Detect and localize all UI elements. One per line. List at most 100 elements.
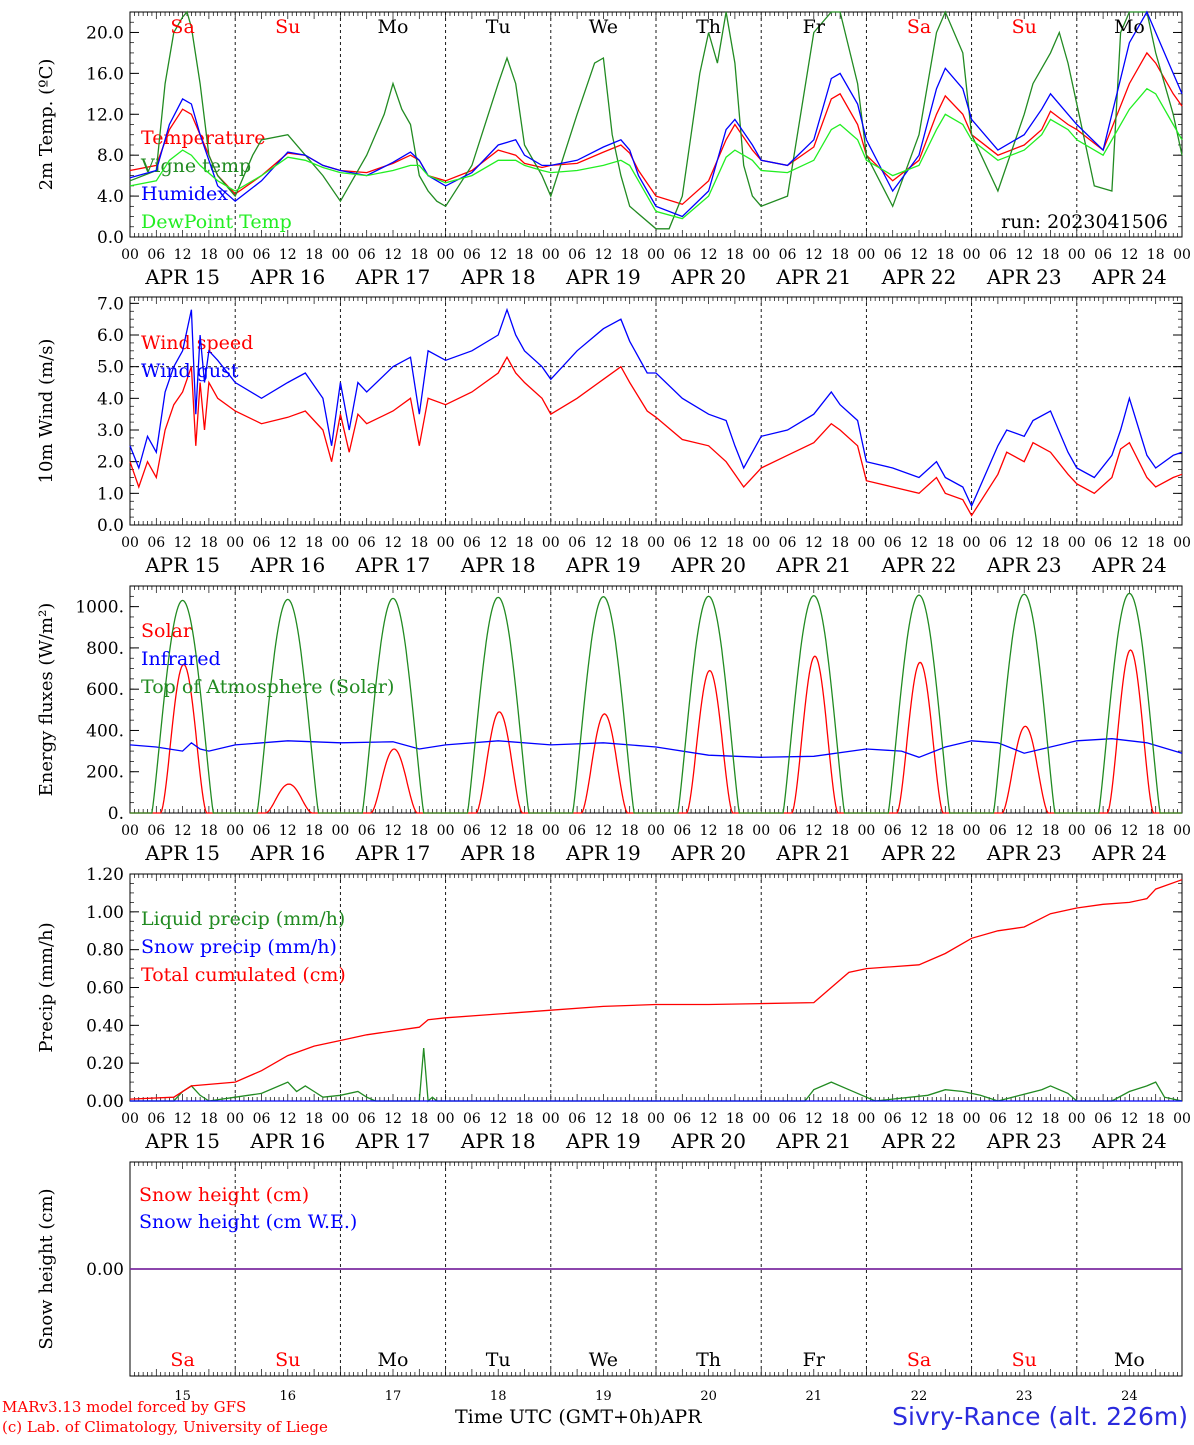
date-label: APR 18 (460, 265, 536, 289)
hour-tick-label: 06 (253, 247, 271, 263)
hour-tick-label: 00 (542, 247, 560, 263)
hour-tick-label: 12 (1015, 247, 1033, 263)
y-tick-label: 6.0 (97, 326, 124, 346)
hour-tick-label: 06 (358, 247, 376, 263)
hour-tick-label: 18 (410, 247, 428, 263)
hour-tick-label: 18 (621, 823, 639, 839)
y-tick-label: 0.80 (86, 941, 124, 961)
hour-tick-label: 12 (279, 247, 297, 263)
hour-tick-label: 06 (147, 247, 165, 263)
hour-tick-label: 06 (253, 535, 271, 551)
hour-tick-label: 00 (226, 1111, 244, 1127)
hour-tick-label: 12 (279, 535, 297, 551)
hour-tick-label: 00 (647, 1111, 665, 1127)
hour-tick-label: 12 (910, 823, 928, 839)
hour-tick-label: 00 (857, 247, 875, 263)
date-label: APR 17 (355, 1129, 431, 1153)
hour-tick-label: 18 (1042, 535, 1060, 551)
hour-tick-label: 00 (437, 1111, 455, 1127)
legend-temperature: Temperature (141, 127, 265, 149)
hour-tick-label: 18 (831, 823, 849, 839)
y-tick-label: 1.0 (97, 484, 124, 504)
hour-tick-label: 18 (936, 823, 954, 839)
hour-tick-label: 12 (384, 247, 402, 263)
weekday-label-bottom: Th (696, 1349, 721, 1371)
hour-tick-label: 06 (463, 1111, 481, 1127)
hour-tick-label: 06 (358, 823, 376, 839)
y-tick-label: 5.0 (97, 358, 124, 378)
date-label: APR 24 (1091, 553, 1167, 577)
weekday-label-bottom: Su (1012, 1349, 1037, 1371)
hour-tick-label: 00 (1068, 823, 1086, 839)
hour-tick-label: 12 (700, 823, 718, 839)
hour-tick-label: 06 (989, 247, 1007, 263)
date-label: APR 24 (1091, 265, 1167, 289)
hour-tick-label: 18 (726, 1111, 744, 1127)
hour-tick-label: 18 (831, 247, 849, 263)
date-label: APR 15 (144, 1129, 220, 1153)
date-label: APR 22 (881, 553, 957, 577)
day-number-label: 22 (911, 1389, 928, 1404)
date-label: APR 20 (670, 265, 746, 289)
date-label: APR 15 (144, 553, 220, 577)
hour-tick-label: 12 (174, 823, 192, 839)
hour-tick-label: 18 (1147, 247, 1165, 263)
hour-tick-label: 18 (516, 535, 534, 551)
run-label: run: 2023041506 (1001, 211, 1168, 233)
weekday-label-bottom: Su (275, 1349, 300, 1371)
date-label: APR 22 (881, 841, 957, 865)
hour-tick-label: 12 (489, 247, 507, 263)
hour-tick-label: 06 (884, 823, 902, 839)
weekday-label-bottom: Fr (803, 1349, 826, 1371)
hour-tick-label: 12 (805, 1111, 823, 1127)
date-label: APR 17 (355, 553, 431, 577)
hour-tick-label: 18 (305, 247, 323, 263)
day-number-label: 20 (700, 1389, 717, 1404)
legend-infrared: Infrared (141, 648, 221, 670)
hour-tick-label: 00 (963, 1111, 981, 1127)
hour-tick-label: 18 (1147, 823, 1165, 839)
hour-tick-label: 06 (1094, 1111, 1112, 1127)
hour-tick-label: 00 (437, 535, 455, 551)
hour-tick-label: 00 (437, 247, 455, 263)
hour-tick-label: 06 (884, 535, 902, 551)
hour-tick-label: 06 (463, 247, 481, 263)
hour-tick-label: 06 (147, 1111, 165, 1127)
hour-tick-label: 06 (673, 535, 691, 551)
hour-tick-label: 12 (489, 535, 507, 551)
hour-tick-label: 06 (989, 823, 1007, 839)
hour-tick-label: 06 (253, 823, 271, 839)
hour-tick-label: 06 (884, 247, 902, 263)
day-number-label: 19 (595, 1389, 612, 1404)
hour-tick-label: 00 (1068, 1111, 1086, 1127)
date-label: APR 18 (460, 553, 536, 577)
weekday-label-bottom: We (589, 1349, 618, 1371)
month-label: APR (660, 1406, 702, 1428)
hour-tick-label: 18 (936, 535, 954, 551)
hour-tick-label: 00 (857, 1111, 875, 1127)
y-tick-label: 4.0 (97, 187, 124, 207)
hour-tick-label: 06 (989, 1111, 1007, 1127)
y-tick-label: 12.0 (86, 105, 124, 125)
hour-tick-label: 12 (1015, 823, 1033, 839)
hour-tick-label: 12 (594, 247, 612, 263)
y-tick-label: 1.20 (86, 865, 124, 885)
weekday-label-bottom: Tu (486, 1349, 511, 1371)
hour-tick-label: 00 (331, 535, 349, 551)
date-label: APR 19 (565, 553, 641, 577)
hour-tick-label: 12 (594, 823, 612, 839)
hour-tick-label: 12 (910, 247, 928, 263)
y-tick-label: 0.60 (86, 979, 124, 999)
date-label: APR 19 (565, 841, 641, 865)
hour-tick-label: 06 (147, 823, 165, 839)
hour-tick-label: 12 (174, 247, 192, 263)
weekday-label-bottom: Sa (170, 1349, 194, 1371)
hour-tick-label: 00 (226, 823, 244, 839)
hour-tick-label: 00 (1173, 823, 1191, 839)
hour-tick-label: 18 (831, 1111, 849, 1127)
y-tick-label: 7.0 (97, 294, 124, 314)
hour-tick-label: 00 (752, 823, 770, 839)
date-label: APR 18 (460, 841, 536, 865)
y-tick-label: 20.0 (86, 23, 124, 43)
day-number-label: 23 (1016, 1389, 1033, 1404)
